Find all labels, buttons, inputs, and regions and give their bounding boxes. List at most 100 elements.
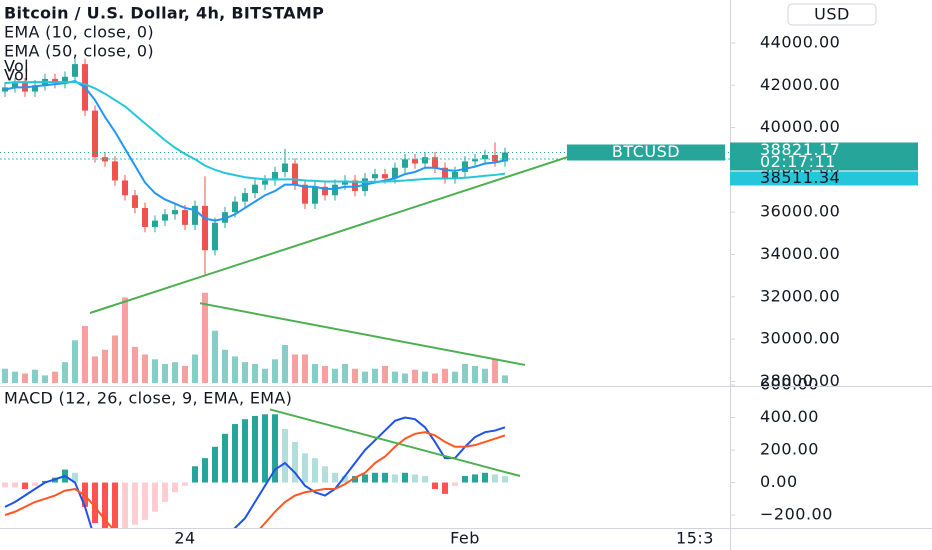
volume-bar [362, 371, 368, 383]
countdown-label: 02:17:11 [760, 152, 836, 171]
macd-histogram-bar [92, 482, 98, 524]
macd-histogram-bar [292, 441, 298, 483]
x-tick-label: Feb [450, 529, 480, 548]
ema-line [4, 79, 506, 222]
candle-body [122, 180, 128, 196]
macd-histogram-bar [152, 482, 158, 512]
candle-body [172, 210, 178, 215]
macd-histogram-bar [362, 474, 368, 483]
candle-body [392, 167, 398, 179]
macd-tick-label: 0.00 [760, 472, 798, 491]
candle-body [162, 214, 168, 221]
candle-body [402, 159, 408, 168]
volume-bar [402, 373, 408, 383]
volume-bar [452, 371, 458, 383]
volume-bar [342, 364, 348, 383]
macd-histogram-bar [432, 482, 438, 490]
overlay: Bitcoin / U.S. Dollar, 4h, BITSTAMP EMA … [4, 3, 918, 408]
y-tick-label: 34000.00 [760, 244, 840, 263]
volume-bar [202, 292, 208, 383]
volume-bar [82, 326, 88, 383]
volume-bar [332, 368, 338, 383]
macd-tick-label: 600.00 [760, 375, 819, 394]
candle-body [502, 152, 508, 162]
currency-label[interactable]: USD [814, 5, 850, 24]
volume-bar [282, 345, 288, 383]
macd-histogram-bar [372, 472, 378, 483]
volume-bar [172, 362, 178, 383]
volume-bar [132, 346, 138, 383]
macd-histogram-bar [402, 472, 408, 483]
macd-histogram-bar [72, 472, 78, 483]
candle-body [382, 174, 388, 179]
macd-title: MACD (12, 26, close, 9, EMA, EMA) [4, 389, 292, 408]
macd-histogram-bar [262, 414, 268, 483]
volume-bar [162, 364, 168, 383]
candle-body [442, 167, 448, 179]
candle-body [422, 157, 428, 164]
trendline [199, 302, 526, 366]
volume-bar [192, 354, 198, 383]
candle-body [262, 180, 268, 185]
last-price-label: 38821.17 [760, 140, 840, 159]
macd-histogram-bar [112, 482, 118, 528]
macd-histogram-bar [272, 414, 278, 483]
volume-bar [502, 375, 508, 383]
candle-body [482, 155, 488, 160]
y-tick-label: 44000.00 [760, 32, 840, 51]
candle-body [452, 171, 458, 179]
macd-line [4, 431, 506, 528]
symbol-box [567, 144, 725, 161]
x-tick-label: 24 [174, 529, 195, 548]
x-tick-label: 15:3 [676, 529, 714, 548]
candle-body [472, 159, 478, 162]
candle-body [332, 184, 338, 196]
macd-histogram-bar [352, 476, 358, 483]
currency-button[interactable] [787, 3, 877, 26]
legend-ema10: EMA (10, close, 0) [4, 23, 154, 42]
volume-bar [32, 369, 38, 383]
macd-histogram-bar [162, 482, 168, 503]
volume-bar [62, 362, 68, 383]
macd-histogram-bar [142, 482, 148, 520]
macd-histogram-bar [182, 482, 188, 486]
volume-bar [372, 368, 378, 383]
macd-histogram-bar [132, 482, 138, 525]
symbol-label: BTCUSD [612, 142, 680, 161]
volume-bar [352, 368, 358, 383]
macd-tick-label: 200.00 [760, 440, 819, 459]
volume-bar [142, 354, 148, 383]
legend-ema50: EMA (50, close, 0) [4, 42, 154, 61]
volume-bar [242, 362, 248, 383]
volume-bar [212, 330, 218, 383]
macd-histogram-bar [322, 466, 328, 483]
volume-bar [292, 354, 298, 383]
candle-body [132, 195, 138, 208]
legend-vol: Vol [4, 57, 29, 76]
volume-bar [382, 365, 388, 383]
volume-bar [412, 369, 418, 383]
price-pane [0, 57, 730, 383]
macd-pane [2, 408, 521, 528]
candle-body [352, 180, 358, 192]
candle-body [292, 163, 298, 185]
candle-body [192, 205, 198, 225]
candle-body [462, 161, 468, 172]
candle-body [92, 110, 98, 158]
candle-body [112, 161, 118, 181]
volume-bar [152, 359, 158, 383]
candle-body [32, 85, 38, 92]
macd-histogram-bar [192, 466, 198, 483]
macd-histogram-bar [312, 458, 318, 483]
y-tick-label: 42000.00 [760, 75, 840, 94]
macd-histogram-bar [302, 453, 308, 483]
candle-body [52, 78, 58, 84]
volume-bar [92, 356, 98, 383]
y-tick-label: 30000.00 [760, 329, 840, 348]
macd-histogram-bar [472, 474, 478, 483]
volume-bar [422, 371, 428, 383]
candle-body [412, 159, 418, 164]
ema-line [4, 81, 506, 183]
